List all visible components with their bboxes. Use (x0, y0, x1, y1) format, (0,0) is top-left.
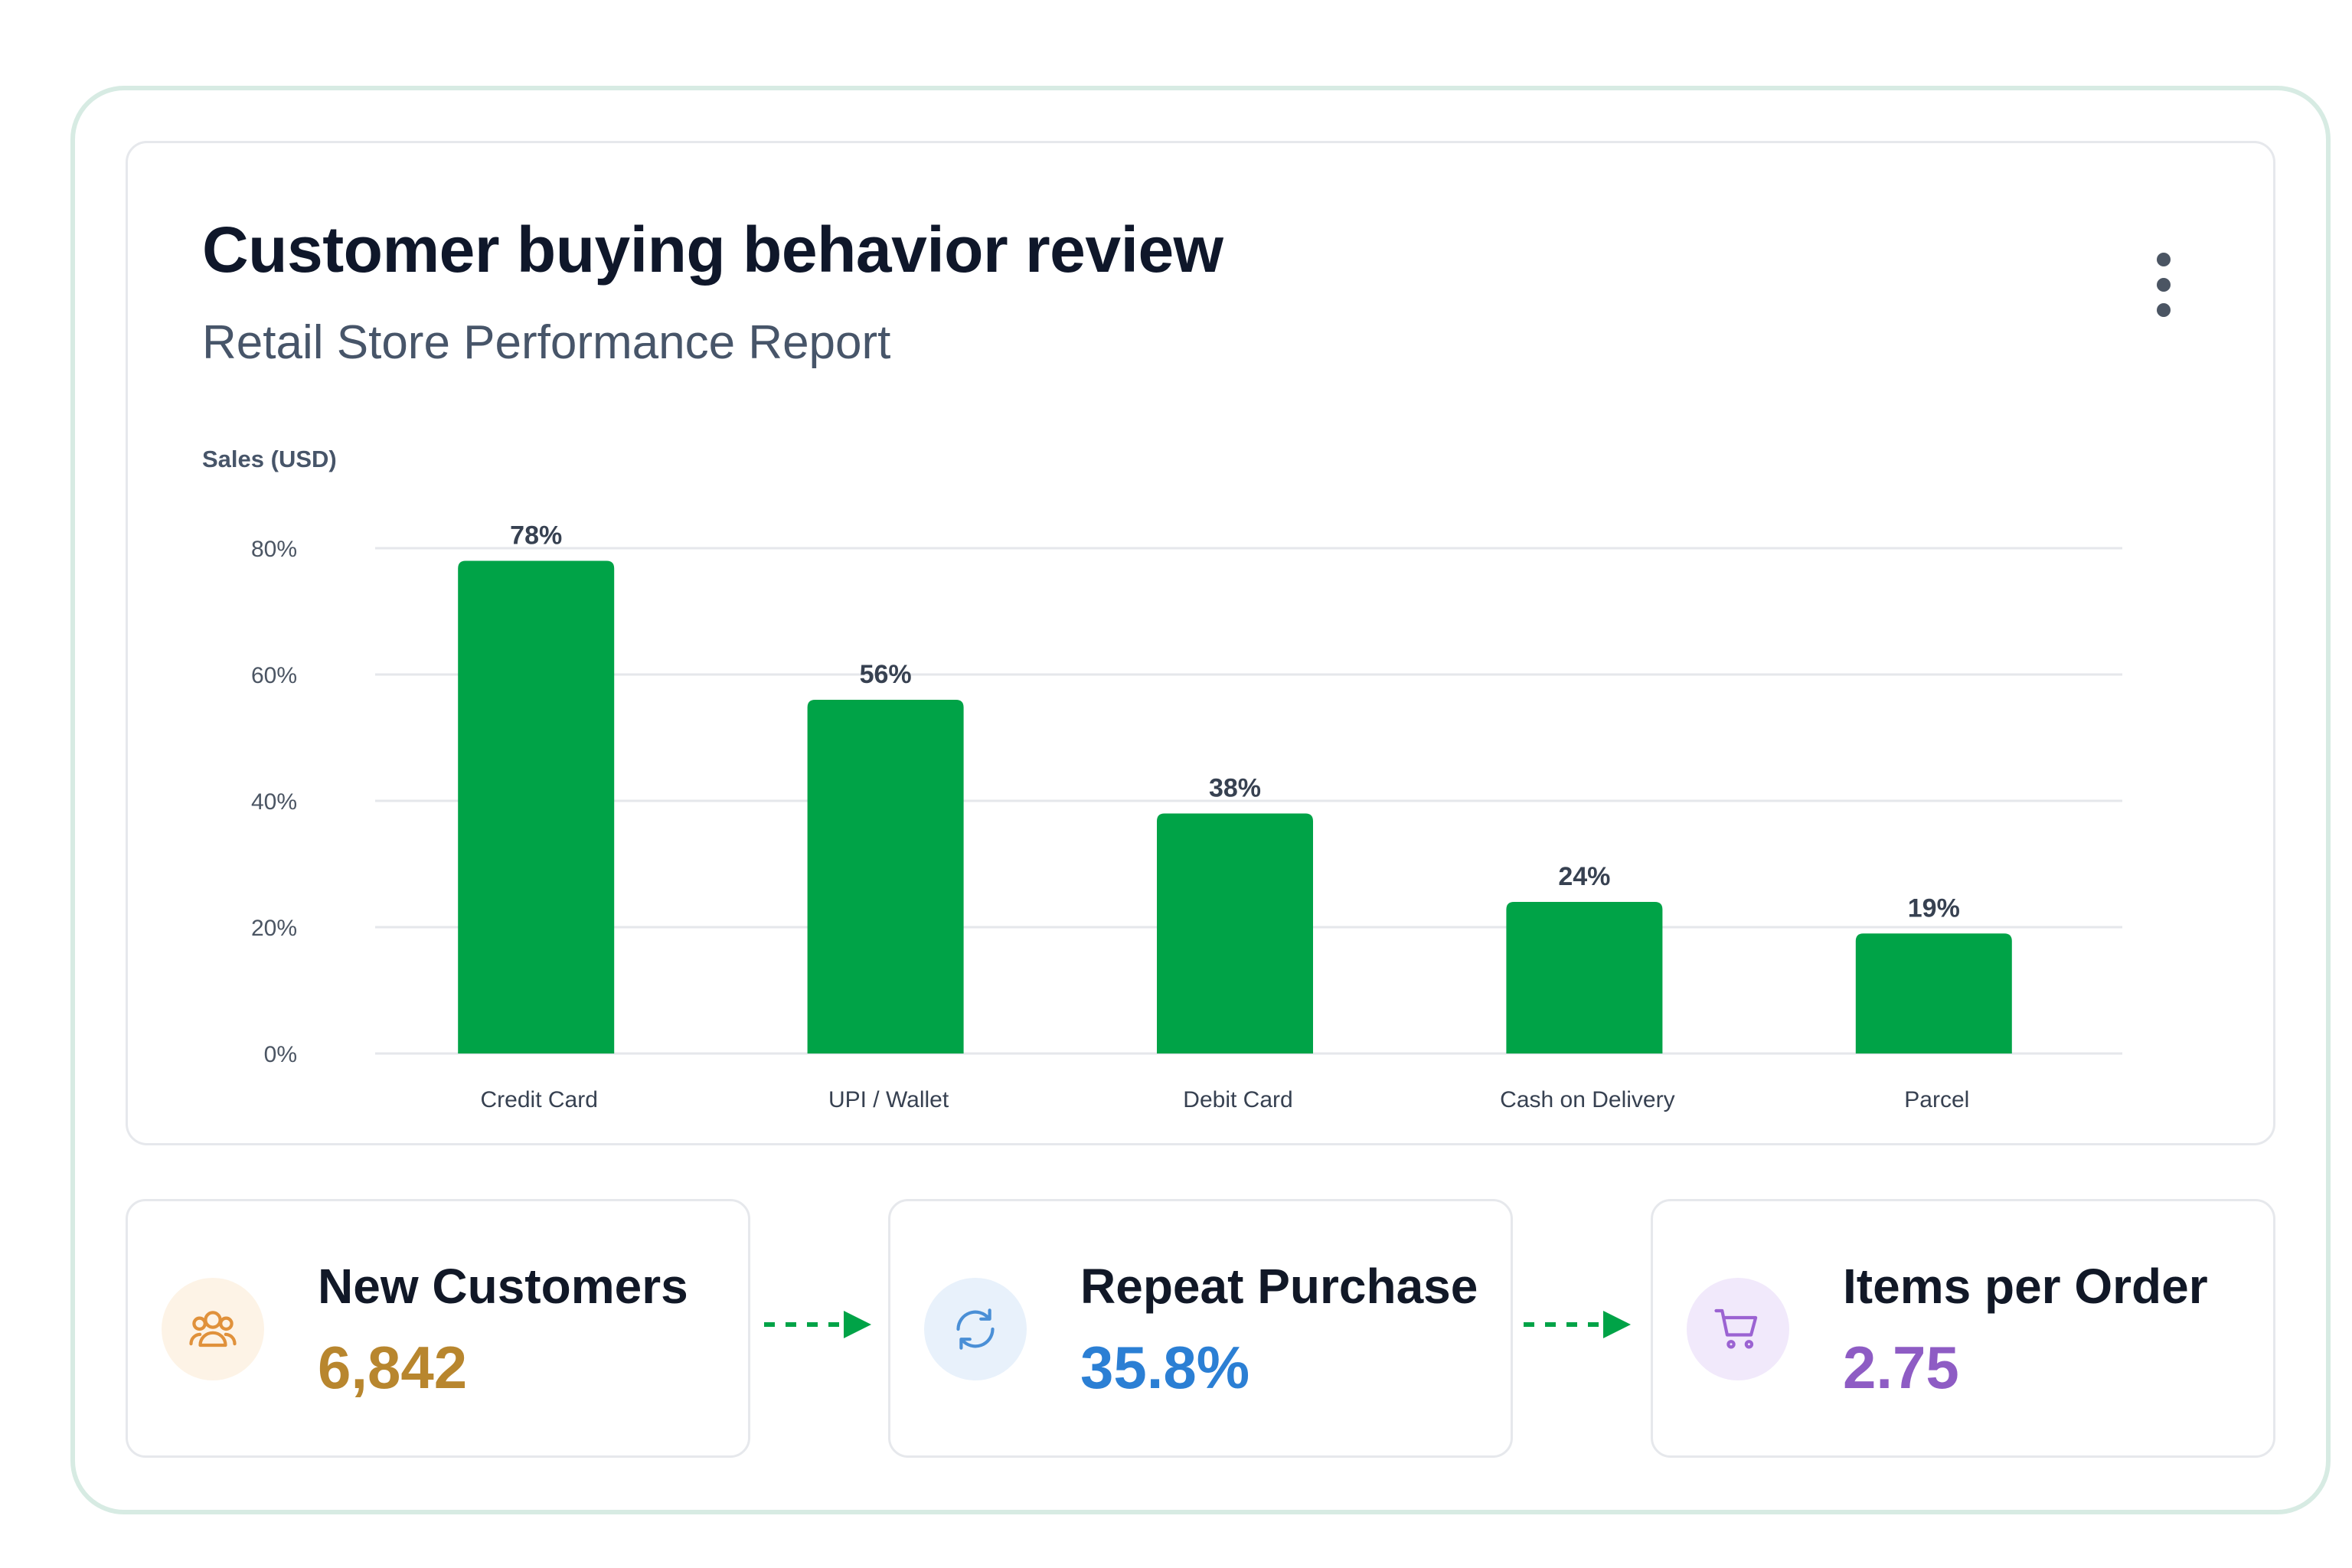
x-tick-label: Credit Card (481, 1087, 598, 1112)
y-tick-label: 0% (264, 1042, 297, 1067)
page-subtitle: Retail Store Performance Report (202, 316, 891, 369)
stat-label: Items per Order (1843, 1259, 2208, 1314)
data-label: 78% (510, 521, 562, 550)
x-tick-label: Parcel (1904, 1087, 1969, 1112)
y-tick-label: 60% (251, 663, 297, 688)
users-icon (162, 1278, 264, 1380)
stat-label: New Customers (318, 1259, 688, 1314)
stat-card-items-per-order: Items per Order 2.75 (1651, 1199, 2275, 1458)
data-label: 38% (1209, 774, 1261, 803)
cart-icon (1687, 1278, 1789, 1380)
stat-card-repeat-purchase: Repeat Purchase 35.8% (888, 1199, 1513, 1458)
x-tick-label: UPI / Wallet (828, 1087, 949, 1112)
stat-label: Repeat Purchase (1080, 1259, 1478, 1314)
bar[interactable] (1855, 933, 2012, 1054)
more-vertical-icon[interactable] (2148, 253, 2179, 317)
y-tick-label: 80% (251, 537, 297, 562)
arrow-right-icon (1524, 1311, 1631, 1338)
stat-value: 6,842 (318, 1334, 468, 1401)
y-axis-label: Sales (USD) (202, 446, 337, 472)
y-tick-label: 40% (251, 789, 297, 815)
stat-value: 35.8% (1080, 1334, 1250, 1401)
data-label: 24% (1558, 862, 1610, 891)
arrow-right-icon (764, 1311, 871, 1338)
page-title: Customer buying behavior review (202, 214, 1223, 286)
x-tick-label: Cash on Delivery (1500, 1087, 1674, 1112)
bar[interactable] (458, 560, 615, 1054)
data-label: 56% (860, 660, 912, 689)
refresh-icon (924, 1278, 1027, 1380)
bar[interactable] (1157, 813, 1313, 1054)
data-label: 19% (1908, 893, 1960, 923)
x-tick-label: Debit Card (1183, 1087, 1292, 1112)
bar[interactable] (807, 700, 964, 1054)
bar[interactable] (1506, 902, 1663, 1054)
stat-value: 2.75 (1843, 1334, 1959, 1401)
stat-card-new-customers: New Customers 6,842 (126, 1199, 750, 1458)
y-tick-label: 20% (251, 916, 297, 941)
